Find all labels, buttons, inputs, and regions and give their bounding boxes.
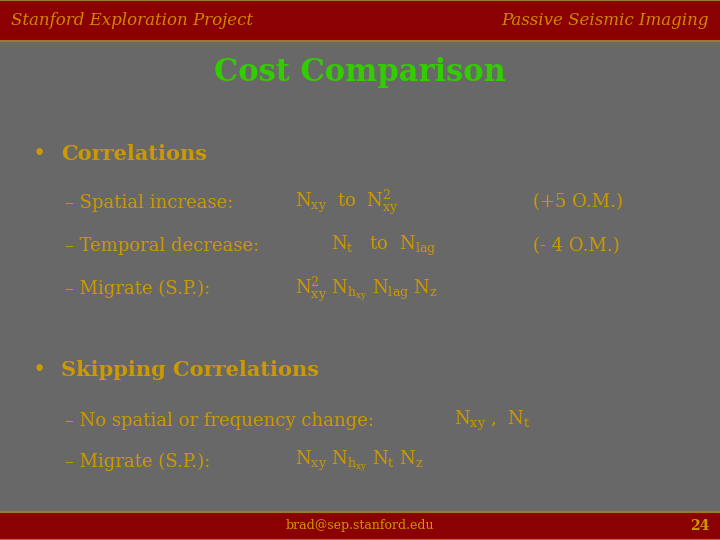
Text: N$^{\mathregular{2}}_{\mathregular{xy}}$ N$_{\mathregular{h}_{\mathregular{xy}}}: N$^{\mathregular{2}}_{\mathregular{xy}}$… — [295, 274, 438, 303]
Text: – Spatial increase:: – Spatial increase: — [65, 193, 233, 212]
Text: Correlations: Correlations — [61, 144, 207, 164]
Text: – Migrate (S.P.):: – Migrate (S.P.): — [65, 280, 210, 298]
Text: – Migrate (S.P.):: – Migrate (S.P.): — [65, 453, 210, 471]
Text: N$_{\mathregular{t}}$   to  N$_{\mathregular{lag}}$: N$_{\mathregular{t}}$ to N$_{\mathregula… — [331, 234, 436, 258]
Text: – Temporal decrease:: – Temporal decrease: — [65, 237, 259, 255]
Text: Stanford Exploration Project: Stanford Exploration Project — [11, 12, 253, 29]
Text: (- 4 O.M.): (- 4 O.M.) — [533, 237, 619, 255]
Text: N$_{\mathregular{xy}}$ N$_{\mathregular{h}_{\mathregular{xy}}}$ N$_{\mathregular: N$_{\mathregular{xy}}$ N$_{\mathregular{… — [295, 449, 423, 474]
Text: N$_{\mathregular{xy}}$ ,  N$_{\mathregular{t}}$: N$_{\mathregular{xy}}$ , N$_{\mathregula… — [454, 409, 530, 433]
Text: (+5 O.M.): (+5 O.M.) — [533, 193, 623, 212]
Text: N$_{\mathregular{xy}}$  to  N$^{\mathregular{2}}_{\mathregular{xy}}$: N$_{\mathregular{xy}}$ to N$^{\mathregul… — [295, 188, 399, 217]
Bar — [0, 0, 720, 40]
Text: Skipping Correlations: Skipping Correlations — [61, 360, 319, 380]
Text: – No spatial or frequency change:: – No spatial or frequency change: — [65, 412, 374, 430]
Text: brad@sep.stanford.edu: brad@sep.stanford.edu — [286, 519, 434, 532]
Text: Passive Seismic Imaging: Passive Seismic Imaging — [502, 12, 709, 29]
Text: 24: 24 — [690, 519, 709, 533]
Bar — [0, 512, 720, 540]
Text: •: • — [32, 359, 45, 381]
Text: Cost Comparison: Cost Comparison — [214, 57, 506, 89]
Text: •: • — [32, 143, 45, 165]
